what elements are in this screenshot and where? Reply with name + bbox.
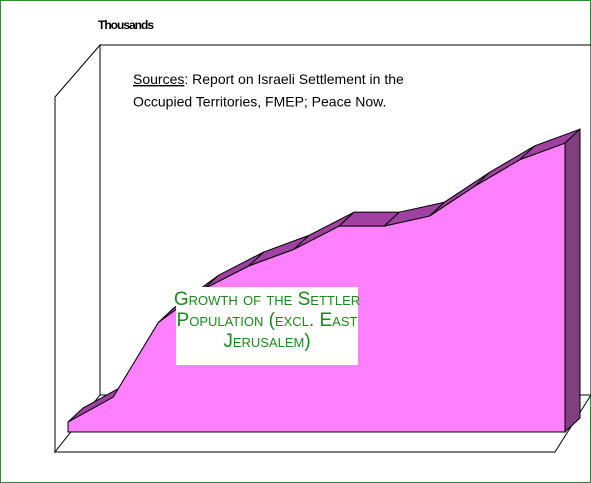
y-axis-label: Thousands — [98, 18, 154, 32]
chart-title: Jerusalem) — [223, 331, 310, 352]
chart-title: Growth of the Settler — [174, 289, 360, 310]
area-side — [564, 128, 581, 434]
annotation-line: Occupied Territories, FMEP; Peace Now. — [133, 94, 386, 110]
annotation: Sources: Report on Israeli Settlement in… — [133, 71, 404, 87]
annotation-line: : Report on Israeli Settlement in the — [184, 71, 404, 87]
left-wall — [54, 43, 101, 454]
title-box — [176, 287, 358, 365]
annotation-label: Sources — [133, 71, 184, 87]
chart-title: Population (excl. East — [177, 310, 358, 331]
